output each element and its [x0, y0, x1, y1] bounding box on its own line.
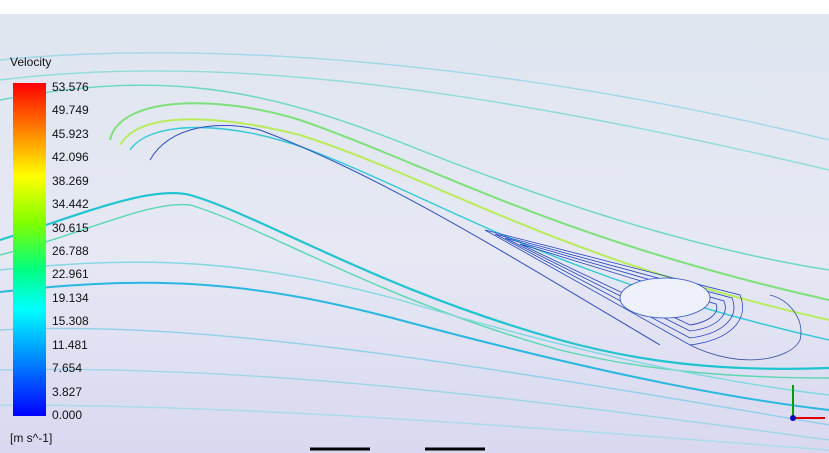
flow-view [0, 0, 829, 453]
legend-tick-label: 15.308 [52, 314, 89, 328]
legend-unit: [m s^-1] [10, 431, 52, 445]
legend-tick-label: 30.615 [52, 221, 89, 235]
legend-tick-label: 3.827 [52, 385, 82, 399]
color-bar [13, 83, 46, 416]
legend-tick-label: 53.576 [52, 80, 89, 94]
legend-tick-label: 26.788 [52, 244, 89, 258]
legend-title: Velocity [10, 55, 51, 69]
legend-tick-label: 42.096 [52, 150, 89, 164]
legend-tick-label: 11.481 [52, 338, 88, 352]
legend-tick-label: 34.442 [52, 197, 89, 211]
legend-tick-label: 19.134 [52, 291, 89, 305]
legend-tick-label: 0.000 [52, 408, 82, 422]
page: Velocity [m s^-1] (() => { const data = … [0, 0, 829, 453]
legend-tick-label: 49.749 [52, 103, 89, 117]
legend-tick-label: 22.961 [52, 267, 89, 281]
legend-tick-label: 45.923 [52, 127, 89, 141]
background [0, 14, 829, 453]
z-axis [790, 415, 796, 421]
legend-tick-label: 7.654 [52, 361, 82, 375]
legend-tick-label: 38.269 [52, 174, 89, 188]
